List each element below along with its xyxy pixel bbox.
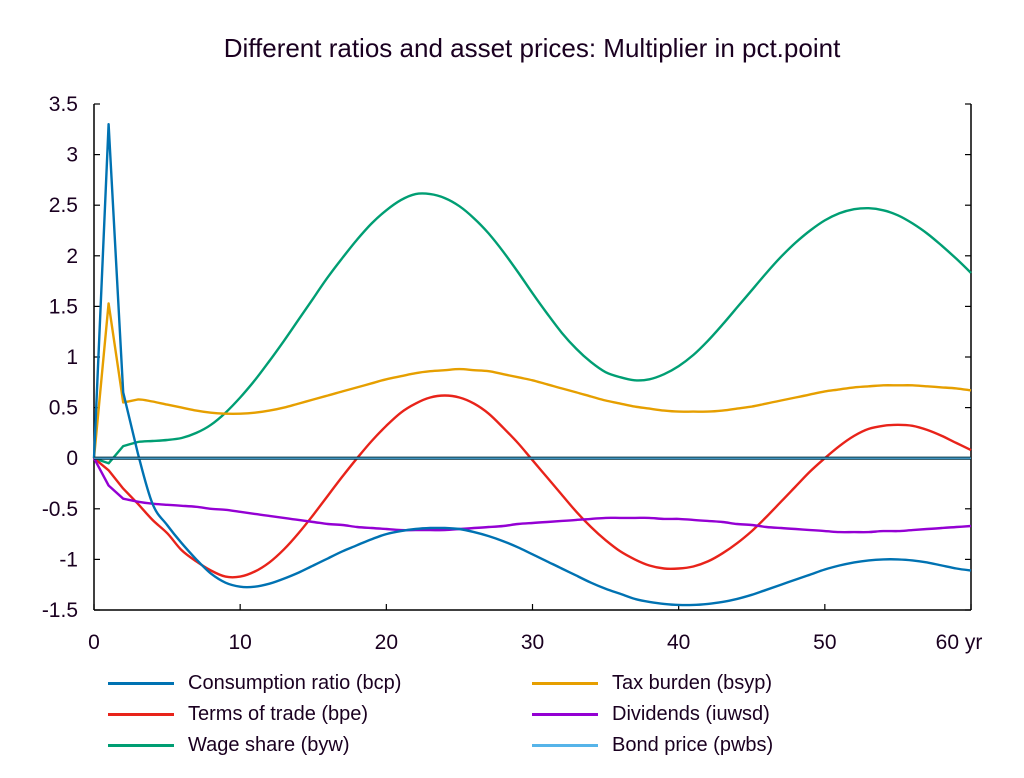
legend-label: Terms of trade (bpe) (188, 702, 369, 725)
legend-swatch (532, 712, 598, 716)
series-layer (92, 123, 972, 607)
series-line-wage-share-byw (93, 192, 972, 465)
x-tick-label: 30 (521, 631, 544, 654)
y-tick-label: -0.5 (42, 498, 78, 521)
y-tick-label: -1.5 (42, 599, 78, 622)
y-tick-label: 2 (66, 245, 78, 268)
legend-item-wage-share: Wage share (byw) (108, 730, 350, 760)
legend-label: Bond price (pwbs) (612, 733, 774, 756)
x-tick-label: 50 (813, 631, 836, 654)
tick-labels: -1.5 -1 -0.5 0 0.5 1 1.5 2 2.5 3 3.5 0 10 20 30 40 50 60 … (42, 93, 983, 654)
chart-title: Different ratios and asset prices: Multi… (223, 33, 841, 63)
legend-item-bond-price: Bond price (pwbs) (532, 730, 773, 760)
y-tick-label: 3 (66, 144, 78, 167)
legend-item-terms-of-trade: Terms of trade (bpe) (108, 699, 368, 729)
x-tick-label: 10 (228, 631, 251, 654)
x-tick-label: 60 yr (936, 631, 983, 654)
y-tick-label: 2.5 (49, 194, 78, 217)
series-line-consumption-ratio-bcp (92, 123, 972, 607)
legend-swatch (108, 743, 174, 747)
legend-swatch (532, 743, 598, 747)
legend-label: Dividends (iuwsd) (612, 702, 770, 725)
x-tick-label: 40 (667, 631, 690, 654)
legend-label: Wage share (byw) (188, 733, 350, 756)
legend-swatch (108, 712, 174, 716)
y-tick-label: -1 (59, 548, 78, 571)
series-line-dividends-iuwsd (92, 457, 972, 534)
x-tick-label: 20 (375, 631, 398, 654)
legend-label: Consumption ratio (bcp) (188, 671, 402, 694)
legend-item-tax-burden: Tax burden (bsyp) (532, 668, 772, 698)
legend-swatch (108, 681, 174, 685)
y-tick-label: 3.5 (49, 93, 78, 116)
x-tick-label: 0 (88, 631, 100, 654)
legend-label: Tax burden (bsyp) (612, 671, 773, 694)
legend-item-consumption-ratio: Consumption ratio (bcp) (108, 668, 401, 698)
axes (93, 103, 972, 611)
y-tick-label: 0 (66, 447, 78, 470)
y-tick-label: 0.5 (49, 397, 78, 420)
line-chart: -1.5 -1 -0.5 0 0.5 1 1.5 2 2.5 3 3.5 0 10 20 30 40 50 60 … (42, 93, 983, 654)
series-line-terms-of-trade-bpe (93, 394, 972, 579)
legend: Consumption ratio (bcp) Terms of trade (… (0, 668, 1024, 768)
y-tick-label: 1 (66, 346, 78, 369)
y-tick-label: 1.5 (49, 295, 78, 318)
series-line-tax-burden-bsyp (92, 302, 972, 459)
legend-item-dividends: Dividends (iuwsd) (532, 699, 770, 729)
legend-swatch (532, 681, 598, 685)
